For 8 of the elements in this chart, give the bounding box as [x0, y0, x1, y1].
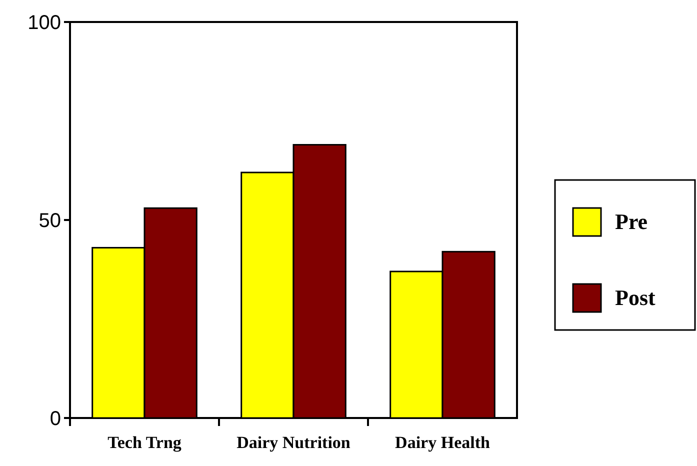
x-tick-label: Tech Trng [108, 433, 182, 452]
y-tick-label: 50 [38, 210, 61, 232]
x-tick-label: Dairy Nutrition [236, 433, 351, 452]
legend-label: Pre [615, 209, 648, 234]
legend-label: Post [615, 285, 656, 310]
y-tick-label: 0 [50, 408, 61, 430]
y-tick-label: 100 [28, 12, 61, 34]
x-tick-label: Dairy Health [395, 433, 490, 452]
